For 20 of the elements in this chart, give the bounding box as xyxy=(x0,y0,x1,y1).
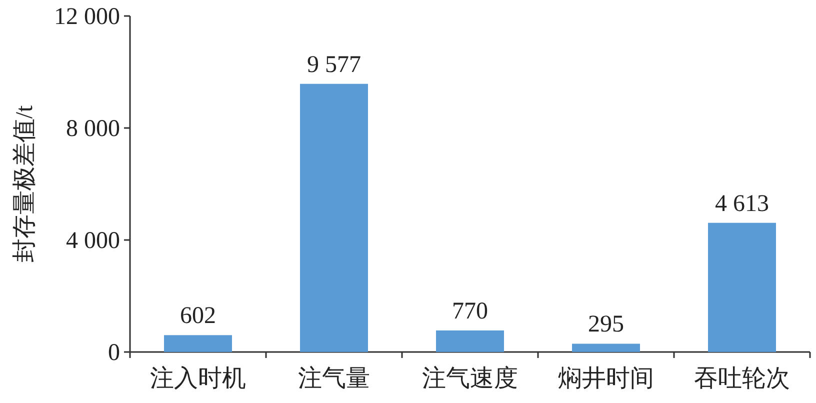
x-tick-label: 注气速度 xyxy=(422,365,518,392)
y-tick-label: 8 000 xyxy=(66,116,120,142)
x-tick-label: 注入时机 xyxy=(150,365,246,392)
data-label: 295 xyxy=(588,312,624,338)
x-tick-label: 焖井时间 xyxy=(558,366,654,392)
x-tick-label: 注气量 xyxy=(298,365,370,392)
bar xyxy=(300,84,368,352)
x-tick-label: 吞吐轮次 xyxy=(694,366,790,392)
bar xyxy=(572,344,640,352)
data-label: 9 577 xyxy=(307,52,361,78)
bar xyxy=(436,330,504,352)
y-tick-label: 4 000 xyxy=(66,228,120,254)
bar xyxy=(164,335,232,352)
bar xyxy=(708,222,776,352)
y-tick-label: 12 000 xyxy=(54,4,120,30)
data-label: 602 xyxy=(180,303,216,330)
data-label: 770 xyxy=(452,298,488,324)
y-tick-label: 0 xyxy=(108,340,120,366)
data-label: 4 613 xyxy=(715,190,769,217)
y-axis-title: 封存量极差值/t xyxy=(12,105,38,263)
